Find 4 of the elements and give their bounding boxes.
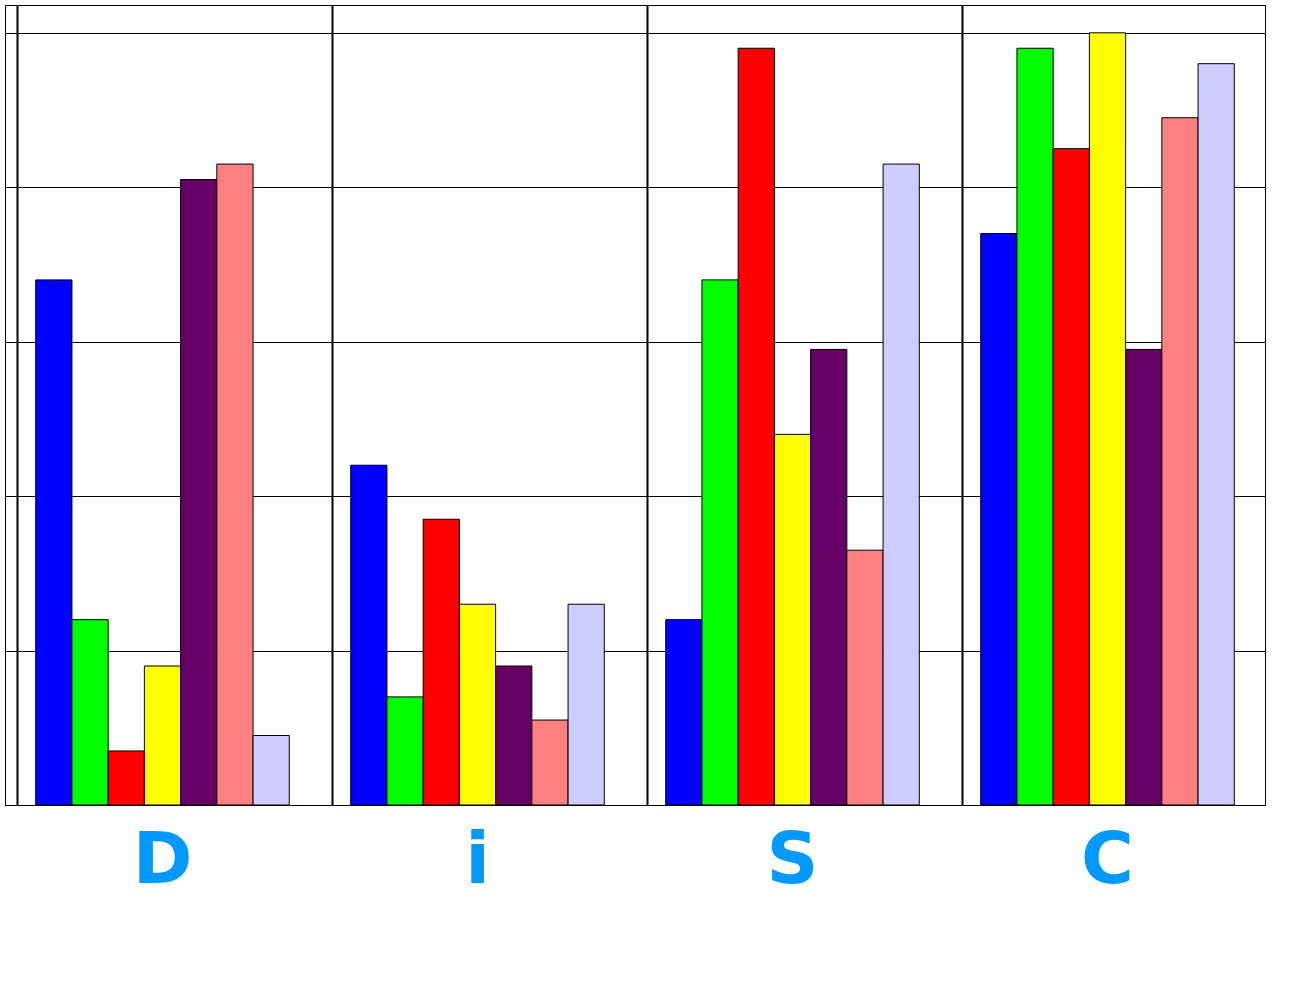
x-tick-label: C: [1081, 815, 1134, 900]
x-tick-label: D: [132, 815, 193, 900]
x-tick-label: i: [465, 815, 490, 900]
x-tick-label: S: [766, 815, 819, 900]
